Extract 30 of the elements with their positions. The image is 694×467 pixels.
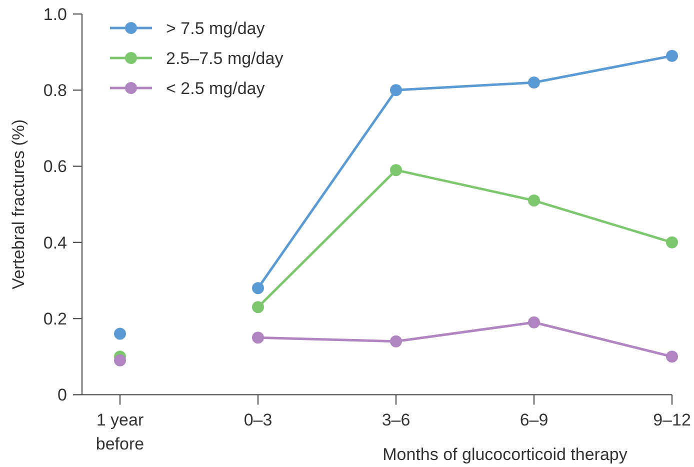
text: 1.0 [43,4,67,24]
point [252,282,264,294]
x-tick-label: 6–9 [520,410,548,430]
point [390,335,402,348]
x-tick-label: 3–6 [382,410,410,430]
x-tick-label: 0–3 [244,410,272,430]
legend-label: > 7.5 mg/day [166,18,266,38]
y-tick-label: 0.4 [43,233,67,252]
point [666,350,678,363]
y-tick-label: 0.6 [43,157,67,176]
point [666,236,678,248]
point [528,194,540,207]
x-tick-label: 1 year before [96,410,144,454]
point [390,164,402,176]
point [666,50,678,62]
y-tick-label: 0.8 [43,81,67,100]
point [390,84,402,96]
point [114,328,126,340]
y-tick-label: 0.2 [43,310,67,329]
legend-label: 2.5–7.5 mg/day [166,48,284,68]
point [528,316,540,328]
point [114,354,126,366]
point [528,76,540,89]
y-axis-title: Vertebral fractures (%) [9,119,28,290]
point [252,301,264,314]
legend-label: < 2.5 mg/day [166,78,266,98]
y-tick-label: 0 [58,386,67,405]
x-tick-label: 9–12 [653,410,691,430]
x-axis-title: Months of glucocorticoid therapy [382,445,628,464]
point [252,332,264,344]
